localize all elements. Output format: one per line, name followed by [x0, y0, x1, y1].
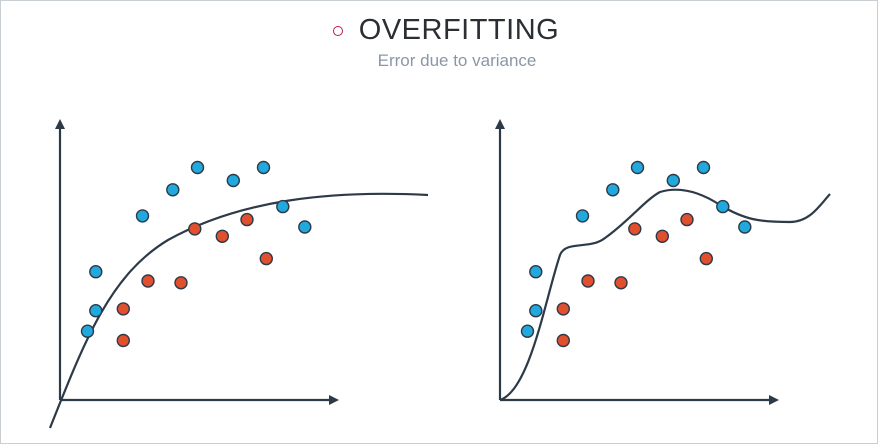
right-red-point-6 — [655, 229, 669, 244]
slide-subtitle: Error due to variance — [377, 51, 537, 70]
right-blue-point-3 — [529, 304, 543, 318]
right-red-point-2 — [556, 333, 570, 348]
right-blue-point-5 — [606, 183, 620, 197]
left-data-points — [80, 160, 312, 348]
left-fit-curve — [48, 192, 429, 429]
right-blue-point-2 — [529, 265, 543, 279]
right-blue-point-7 — [666, 173, 680, 188]
right-fit-curve — [499, 188, 831, 402]
left-blue-point-3 — [89, 304, 103, 318]
left-red-point-5 — [188, 222, 202, 236]
right-red-point-1 — [556, 302, 570, 316]
right-red-point-5 — [628, 222, 642, 236]
left-red-point-3 — [141, 274, 155, 288]
left-blue-point-4 — [135, 209, 150, 223]
left-red-point-6 — [215, 229, 230, 244]
left-red-point-7 — [240, 212, 254, 227]
left-blue-point-9 — [276, 199, 290, 214]
left-blue-point-2 — [89, 265, 103, 279]
left-blue-point-10 — [298, 220, 312, 234]
right-red-point-3 — [581, 274, 595, 288]
left-red-point-1 — [116, 302, 131, 316]
left-blue-point-8 — [256, 160, 271, 175]
right-blue-point-10 — [738, 220, 752, 234]
right-red-point-8 — [699, 251, 713, 266]
left-blue-point-6 — [190, 160, 205, 175]
left-red-point-2 — [116, 333, 131, 348]
slide-header: OVERFITTING Error due to variance — [0, 14, 878, 71]
right-blue-point-6 — [630, 160, 645, 175]
left-red-point-4 — [174, 276, 188, 290]
right-blue-point-4 — [575, 209, 590, 223]
right-data-points — [520, 160, 752, 348]
left-blue-point-7 — [226, 173, 241, 188]
right-blue-point-9 — [716, 199, 730, 214]
right-blue-point-8 — [696, 160, 711, 175]
left-red-point-8 — [259, 251, 273, 266]
right-panel — [495, 119, 831, 405]
title-row: OVERFITTING — [0, 14, 878, 47]
left-blue-point-5 — [166, 183, 180, 197]
left-panel — [48, 119, 429, 429]
right-red-point-4 — [614, 276, 628, 290]
circle-bullet-icon — [332, 25, 343, 36]
right-red-point-7 — [680, 212, 694, 227]
slide-title: OVERFITTING — [358, 14, 560, 46]
right-blue-point-1 — [520, 324, 535, 338]
left-blue-point-1 — [80, 324, 95, 338]
